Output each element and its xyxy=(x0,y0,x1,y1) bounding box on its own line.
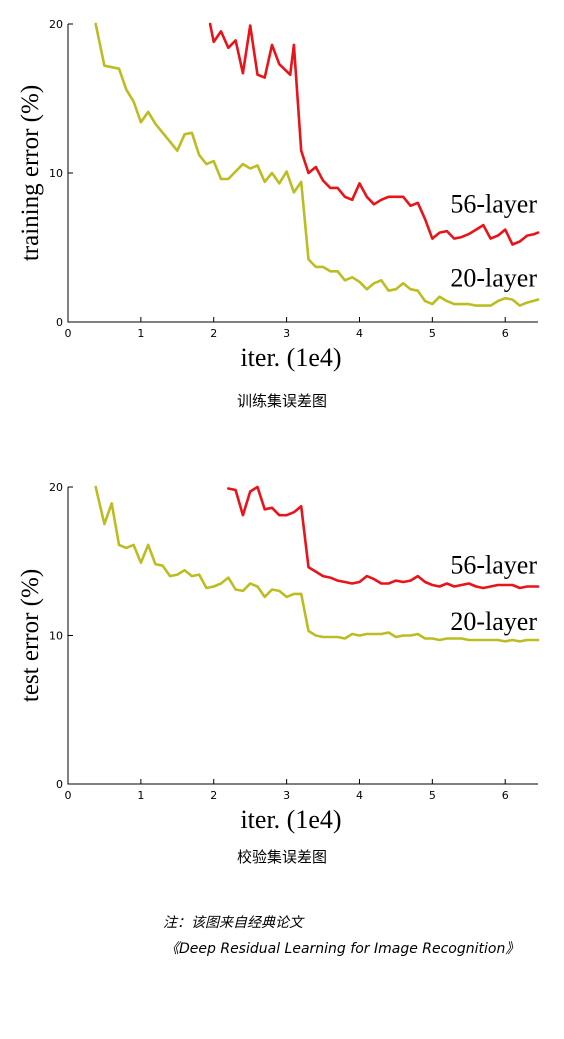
x-tick-label: 3 xyxy=(283,789,290,802)
x-tick-label: 6 xyxy=(502,789,509,802)
x-tick-label: 2 xyxy=(210,327,217,340)
y-axis-label: training error (%) xyxy=(17,85,44,261)
test-error-plot: 0 1 2 3 4 5 6 0 10 20 iter. (1e4) test error (%) 56-… xyxy=(17,481,540,834)
y-tick-label: 0 xyxy=(56,778,63,791)
series-label-20-layer: 20-layer xyxy=(450,264,537,293)
series-line-56-layer xyxy=(208,22,540,246)
training-error-plot: 0 1 2 3 4 5 6 0 10 20 iter. (1e4) training error (%… xyxy=(17,18,540,372)
source-note-line2: 《Deep Residual Learning for Image Recogn… xyxy=(165,941,520,957)
x-tick-label: 1 xyxy=(137,327,144,340)
x-tick-label: 3 xyxy=(283,327,290,340)
y-tick-label: 20 xyxy=(49,481,63,494)
y-tick-label: 10 xyxy=(49,630,63,643)
x-axis-label: iter. (1e4) xyxy=(240,343,341,372)
x-tick-label: 2 xyxy=(210,789,217,802)
x-tick-label: 0 xyxy=(65,789,72,802)
training-error-chart: 0 1 2 3 4 5 6 0 10 20 iter. (1e4) training error (%… xyxy=(0,0,564,420)
training-error-caption: 训练集误差图 xyxy=(236,392,327,410)
x-tick-label: 5 xyxy=(429,327,436,340)
series-label-56-layer: 56-layer xyxy=(450,190,537,219)
x-tick-label: 4 xyxy=(356,789,363,802)
y-tick-label: 0 xyxy=(56,316,63,329)
series-label-20-layer: 20-layer xyxy=(450,607,537,636)
source-note-line1: 注：该图来自经典论文 xyxy=(163,915,303,931)
y-axis-label: test error (%) xyxy=(17,569,44,702)
series-line-20-layer xyxy=(94,485,540,643)
series-line-20-layer xyxy=(94,22,540,307)
x-tick-label: 5 xyxy=(429,789,436,802)
y-tick-label: 10 xyxy=(49,167,63,180)
x-tick-label: 6 xyxy=(502,327,509,340)
series-label-56-layer: 56-layer xyxy=(450,550,537,579)
x-tick-label: 0 xyxy=(65,327,72,340)
x-tick-label: 1 xyxy=(137,789,144,802)
test-error-caption: 校验集误差图 xyxy=(236,848,327,866)
x-axis-label: iter. (1e4) xyxy=(240,805,341,834)
x-tick-label: 4 xyxy=(356,327,363,340)
test-error-chart: 0 1 2 3 4 5 6 0 10 20 iter. (1e4) test error (%) 56-… xyxy=(0,462,564,882)
series-line-56-layer xyxy=(227,485,540,590)
y-tick-label: 20 xyxy=(49,18,63,31)
